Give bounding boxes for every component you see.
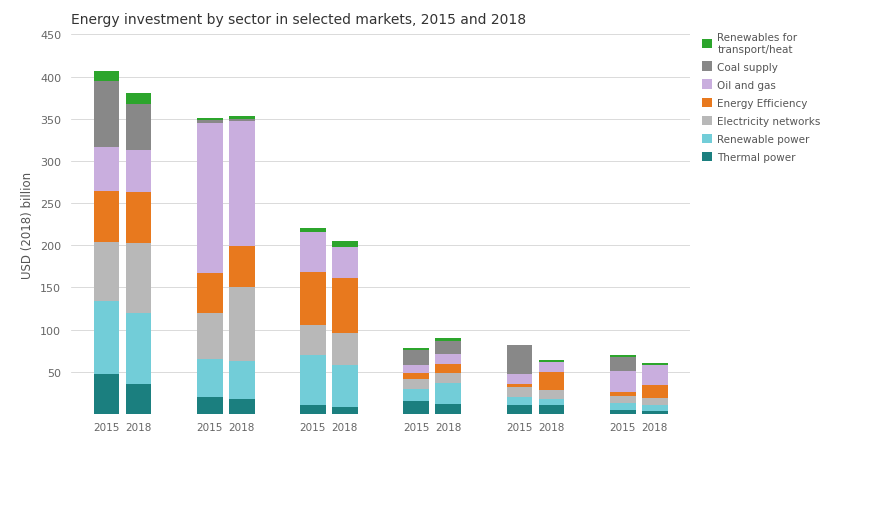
Bar xyxy=(300,273,326,326)
Bar xyxy=(300,406,326,414)
Bar xyxy=(94,242,119,301)
Bar xyxy=(126,385,151,414)
Bar xyxy=(642,365,667,385)
Bar xyxy=(300,232,326,273)
Bar xyxy=(506,387,533,397)
Bar xyxy=(126,150,151,193)
Bar xyxy=(404,350,429,365)
Bar xyxy=(435,365,461,373)
Bar xyxy=(610,355,635,357)
Bar xyxy=(435,404,461,414)
Bar xyxy=(94,192,119,242)
Bar xyxy=(332,241,358,247)
Bar xyxy=(435,383,461,404)
Bar xyxy=(506,406,533,414)
Bar xyxy=(506,375,533,385)
Bar xyxy=(538,372,565,390)
Bar xyxy=(94,82,119,147)
Bar xyxy=(610,396,635,403)
Bar xyxy=(196,313,223,360)
Bar xyxy=(229,120,255,122)
Bar xyxy=(94,72,119,82)
Bar xyxy=(229,399,255,414)
Bar xyxy=(94,301,119,375)
Bar xyxy=(196,274,223,313)
Bar xyxy=(300,326,326,355)
Bar xyxy=(229,246,255,287)
Bar xyxy=(196,360,223,397)
Bar xyxy=(126,193,151,243)
Bar xyxy=(538,362,565,372)
Bar xyxy=(229,361,255,399)
Bar xyxy=(538,360,565,362)
Bar xyxy=(332,408,358,414)
Bar xyxy=(435,373,461,383)
Bar xyxy=(126,313,151,385)
Bar xyxy=(332,365,358,408)
Bar xyxy=(196,124,223,274)
Bar xyxy=(435,341,461,355)
Bar xyxy=(404,380,429,390)
Bar xyxy=(300,355,326,406)
Bar xyxy=(538,399,565,406)
Bar xyxy=(538,390,565,399)
Bar xyxy=(196,397,223,414)
Bar xyxy=(610,410,635,414)
Bar xyxy=(506,345,533,375)
Text: Energy investment by sector in selected markets, 2015 and 2018: Energy investment by sector in selected … xyxy=(71,13,526,27)
Bar xyxy=(404,374,429,380)
Bar xyxy=(642,398,667,405)
Bar xyxy=(196,121,223,124)
Bar xyxy=(435,338,461,341)
Bar xyxy=(332,279,358,333)
Bar xyxy=(610,392,635,396)
Bar xyxy=(229,117,255,120)
Bar xyxy=(642,385,667,398)
Bar xyxy=(404,348,429,350)
Bar xyxy=(229,122,255,246)
Bar xyxy=(404,401,429,414)
Bar xyxy=(196,119,223,121)
Bar xyxy=(506,397,533,406)
Bar xyxy=(610,403,635,410)
Y-axis label: USD (2018) billion: USD (2018) billion xyxy=(21,171,35,278)
Bar xyxy=(610,371,635,392)
Bar xyxy=(229,287,255,361)
Bar xyxy=(506,385,533,387)
Bar xyxy=(404,365,429,374)
Bar xyxy=(300,228,326,232)
Bar xyxy=(610,357,635,371)
Bar xyxy=(94,147,119,192)
Bar xyxy=(332,333,358,365)
Bar xyxy=(332,247,358,279)
Bar xyxy=(538,406,565,414)
Bar xyxy=(126,94,151,105)
Bar xyxy=(435,355,461,365)
Legend: Renewables for
transport/heat, Coal supply, Oil and gas, Energy Efficiency, Elec: Renewables for transport/heat, Coal supp… xyxy=(702,33,820,163)
Bar xyxy=(126,243,151,313)
Bar xyxy=(642,405,667,412)
Bar xyxy=(404,390,429,401)
Bar xyxy=(642,364,667,365)
Bar xyxy=(642,412,667,414)
Bar xyxy=(94,375,119,414)
Bar xyxy=(126,105,151,150)
